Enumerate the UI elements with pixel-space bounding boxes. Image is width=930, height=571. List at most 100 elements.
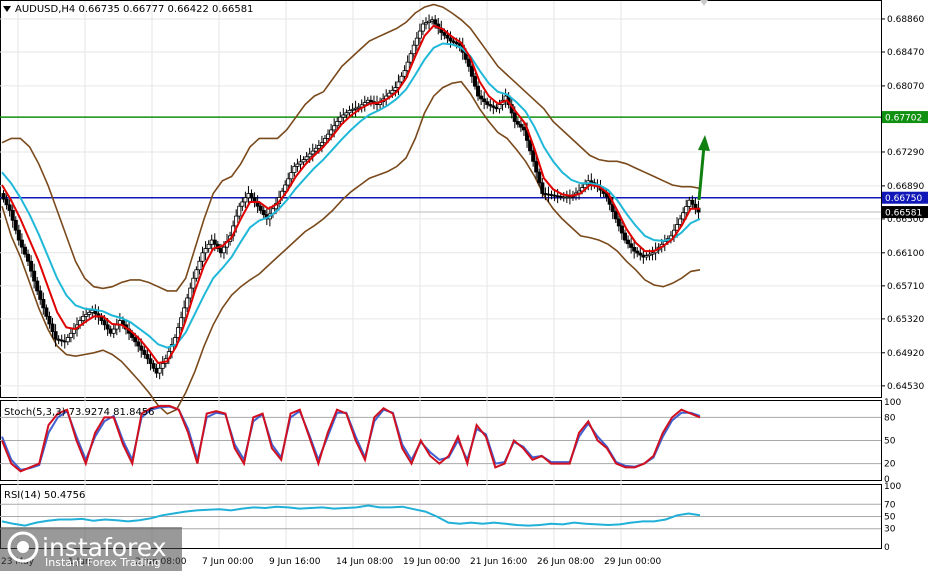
- candle-body: [616, 218, 621, 227]
- candle-body: [194, 269, 199, 279]
- candle-body: [87, 311, 92, 315]
- up-arrow-icon: [697, 135, 710, 201]
- candle-body: [390, 90, 395, 94]
- candle-body: [298, 161, 303, 165]
- candle-body: [424, 22, 429, 25]
- stoch-tick-label: 100: [884, 398, 901, 408]
- candle-body: [681, 212, 686, 220]
- candle-body: [326, 133, 331, 139]
- candle-body: [111, 328, 116, 334]
- candle-body: [442, 32, 447, 36]
- instaforex-logo: instaforex Instant Forex Trading: [0, 527, 182, 571]
- candle-body: [362, 102, 367, 106]
- candle-body: [491, 105, 496, 108]
- candle-body: [169, 344, 174, 353]
- candle-body: [99, 316, 104, 321]
- price-tick-label: 0.64530: [887, 382, 924, 392]
- candle-body: [185, 297, 190, 309]
- candle-body: [482, 98, 487, 103]
- candle-body: [420, 23, 425, 32]
- time-tick-label: 9 Jun 16:00: [269, 557, 321, 567]
- candle-body: [50, 323, 55, 333]
- bollinger-lower-line: [1, 80, 701, 415]
- candle-body: [393, 87, 398, 91]
- candle-body: [472, 75, 477, 87]
- candle-body: [319, 142, 324, 146]
- time-tick-label: 29 Jun 00:00: [604, 557, 661, 567]
- grid-layer: [0, 1, 881, 548]
- ma-slow-line: [1, 42, 701, 349]
- current-price-box: [882, 206, 928, 219]
- price-tick-label: 0.66500: [887, 215, 924, 225]
- candle-body: [408, 53, 413, 63]
- candle-body: [629, 243, 634, 248]
- candle-body: [35, 280, 40, 292]
- price-tick-label: 0.64920: [887, 349, 924, 359]
- candle-body: [534, 160, 539, 173]
- candle-body: [307, 153, 312, 158]
- price-tick-label: 0.68470: [887, 48, 924, 58]
- candle-body: [411, 44, 416, 55]
- candle-body: [313, 147, 318, 152]
- resistance-label: 0.67702: [885, 114, 922, 124]
- time-tick-label: 14 Jun 08:00: [336, 557, 393, 567]
- candle-body: [102, 320, 107, 326]
- ma-fast-line: [1, 24, 700, 365]
- price-tick-label: 0.68860: [887, 15, 924, 25]
- candle-body: [19, 239, 24, 248]
- candle-body: [414, 37, 419, 46]
- candle-body: [417, 30, 422, 39]
- price-tick-label: 0.67290: [887, 148, 924, 158]
- rsi-tick-label: 100: [884, 482, 901, 492]
- candle-body: [531, 150, 536, 162]
- candle-body: [136, 341, 141, 347]
- candle-body: [445, 34, 450, 39]
- stoch-tick-label: 0: [884, 475, 890, 485]
- candle-body: [485, 101, 490, 105]
- candle-body: [353, 107, 358, 110]
- symbol-dropdown-icon[interactable]: [3, 6, 11, 12]
- candle-body: [160, 363, 165, 369]
- price-tick-label: 0.66100: [887, 249, 924, 259]
- candle-body: [283, 184, 288, 192]
- candle-body: [335, 121, 340, 127]
- candle-body: [479, 95, 484, 100]
- candle-body: [690, 199, 695, 205]
- resistance-label-box: [882, 111, 928, 124]
- candle-body: [619, 225, 624, 234]
- bollinger-upper-line: [1, 3, 701, 292]
- moving-averages-layer: [1, 24, 701, 365]
- candle-body: [488, 104, 493, 107]
- candle-body: [322, 138, 327, 144]
- candle-body: [105, 324, 110, 330]
- candle-body: [347, 110, 352, 114]
- candle-body: [427, 20, 432, 24]
- candle-body: [145, 354, 150, 360]
- candle-body: [433, 19, 438, 25]
- candle-body: [142, 349, 147, 355]
- price-tick-label: 0.68070: [887, 82, 924, 92]
- candle-body: [396, 81, 401, 88]
- candle-body: [249, 193, 254, 199]
- candle-body: [466, 58, 471, 67]
- candle-body: [29, 260, 34, 272]
- candle-body: [521, 126, 526, 131]
- candle-body: [454, 41, 459, 45]
- candle-body: [206, 243, 211, 249]
- candle-body: [221, 246, 226, 254]
- candle-body: [292, 165, 297, 173]
- candle-body: [387, 92, 392, 97]
- price-tick-label: 0.66890: [887, 182, 924, 192]
- candle-body: [341, 114, 346, 118]
- stochastic-layer: [0, 404, 881, 473]
- candle-body: [402, 70, 407, 77]
- candle-body: [32, 270, 37, 282]
- candle-body: [647, 253, 652, 257]
- candle-body: [243, 197, 248, 203]
- candle-body: [7, 204, 12, 211]
- candle-body: [197, 260, 202, 271]
- candle-body: [139, 345, 144, 351]
- candle-body: [399, 75, 404, 83]
- candle-body: [148, 358, 153, 364]
- candle-body: [151, 363, 156, 369]
